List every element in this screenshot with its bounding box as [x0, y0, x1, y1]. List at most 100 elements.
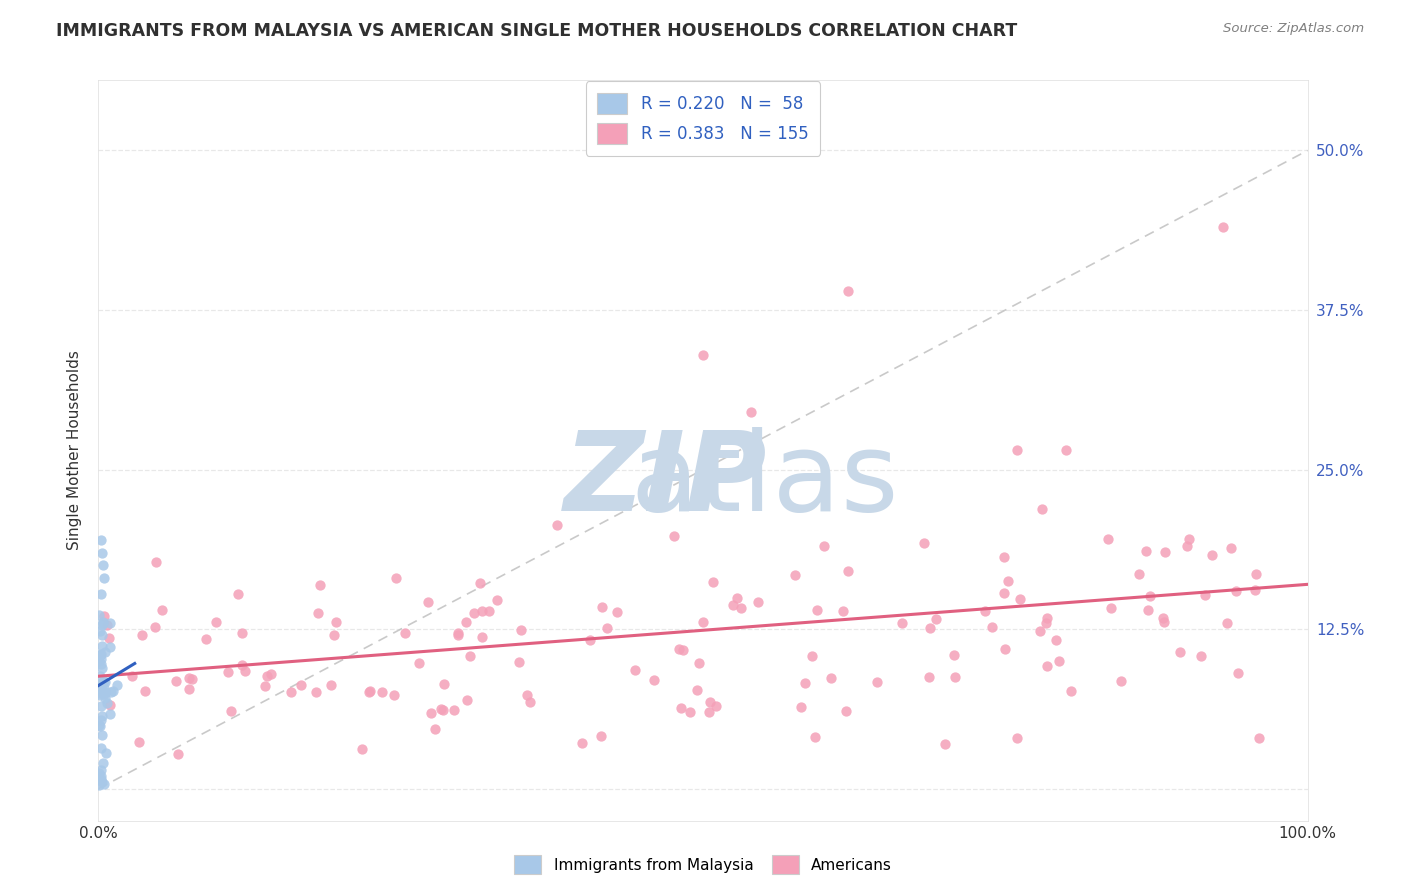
- Point: [1201, 548, 1223, 562]
- Point: [820, 671, 842, 685]
- Point: [357, 685, 380, 699]
- Point: [1216, 616, 1239, 631]
- Point: [702, 575, 724, 590]
- Point: [704, 699, 727, 714]
- Point: [606, 606, 628, 620]
- Point: [485, 593, 508, 607]
- Point: [91, 618, 114, 632]
- Point: [624, 663, 647, 677]
- Point: [692, 615, 714, 629]
- Point: [980, 620, 1002, 634]
- Point: [93, 571, 115, 585]
- Point: [1007, 443, 1029, 458]
- Point: [993, 550, 1015, 565]
- Point: [181, 672, 204, 686]
- Legend: R = 0.220   N =  58, R = 0.383   N = 155: R = 0.220 N = 58, R = 0.383 N = 155: [586, 81, 820, 156]
- Point: [100, 684, 122, 698]
- Point: [688, 657, 710, 671]
- Point: [90, 533, 112, 547]
- Point: [1036, 611, 1059, 625]
- Point: [96, 618, 118, 632]
- Point: [423, 722, 446, 736]
- Point: [1220, 541, 1243, 556]
- Point: [993, 585, 1015, 599]
- Point: [447, 626, 470, 640]
- Point: [89, 677, 111, 691]
- Point: [89, 686, 111, 700]
- Point: [89, 624, 111, 638]
- Point: [934, 737, 956, 751]
- Point: [1007, 731, 1029, 745]
- Point: [256, 668, 278, 682]
- Point: [254, 679, 277, 693]
- Point: [458, 648, 481, 663]
- Point: [96, 746, 118, 760]
- Point: [579, 632, 602, 647]
- Point: [1047, 654, 1070, 668]
- Point: [145, 555, 167, 569]
- Point: [89, 688, 111, 702]
- Point: [804, 730, 827, 744]
- Text: Source: ZipAtlas.com: Source: ZipAtlas.com: [1223, 22, 1364, 36]
- Point: [350, 742, 373, 756]
- Point: [1243, 583, 1265, 598]
- Point: [1225, 583, 1247, 598]
- Point: [837, 564, 859, 578]
- Point: [669, 701, 692, 715]
- Point: [260, 667, 283, 681]
- Point: [90, 639, 112, 653]
- Point: [89, 669, 111, 683]
- Point: [87, 718, 110, 732]
- Point: [790, 700, 813, 714]
- Point: [1175, 539, 1198, 553]
- Point: [143, 619, 166, 633]
- Point: [471, 604, 494, 618]
- Point: [516, 688, 538, 702]
- Point: [1152, 611, 1174, 625]
- Point: [725, 591, 748, 605]
- Point: [591, 599, 613, 614]
- Point: [321, 678, 343, 692]
- Point: [801, 648, 824, 663]
- Point: [131, 628, 153, 642]
- Point: [1128, 566, 1150, 581]
- Point: [1054, 443, 1077, 458]
- Point: [925, 612, 948, 626]
- Point: [91, 685, 114, 699]
- Point: [105, 678, 128, 692]
- Point: [471, 630, 494, 644]
- Point: [835, 704, 858, 718]
- Point: [93, 675, 115, 690]
- Point: [997, 574, 1019, 588]
- Y-axis label: Single Mother Households: Single Mother Households: [67, 351, 83, 550]
- Point: [783, 568, 806, 582]
- Point: [93, 687, 115, 701]
- Point: [89, 648, 111, 662]
- Point: [1137, 603, 1160, 617]
- Point: [98, 698, 121, 712]
- Point: [134, 684, 156, 698]
- Point: [226, 587, 249, 601]
- Point: [1097, 533, 1119, 547]
- Point: [730, 600, 752, 615]
- Point: [918, 621, 941, 635]
- Point: [591, 729, 613, 743]
- Point: [94, 645, 117, 659]
- Point: [740, 405, 762, 419]
- Point: [697, 705, 720, 719]
- Point: [408, 656, 430, 670]
- Point: [508, 655, 530, 669]
- Point: [96, 696, 118, 710]
- Point: [90, 708, 112, 723]
- Point: [1036, 659, 1059, 673]
- Text: ZIP: ZIP: [564, 426, 768, 533]
- Point: [217, 665, 239, 679]
- Point: [90, 657, 112, 672]
- Point: [93, 776, 115, 791]
- Point: [692, 348, 714, 362]
- Point: [432, 703, 454, 717]
- Point: [87, 608, 110, 623]
- Point: [1153, 615, 1175, 630]
- Point: [463, 606, 485, 620]
- Point: [672, 643, 695, 657]
